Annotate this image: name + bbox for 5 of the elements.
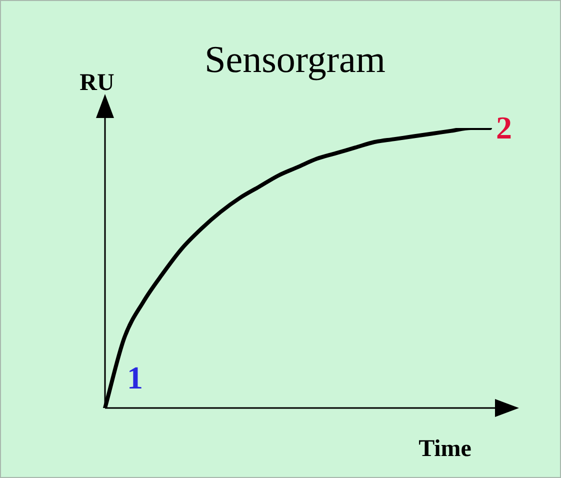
y-axis-title: RU bbox=[80, 70, 114, 96]
x-axis-title: Time bbox=[418, 436, 472, 462]
chart-title: Sensorgram bbox=[204, 39, 386, 81]
text: 2 bbox=[496, 109, 512, 146]
annotation: 1 bbox=[127, 359, 143, 396]
